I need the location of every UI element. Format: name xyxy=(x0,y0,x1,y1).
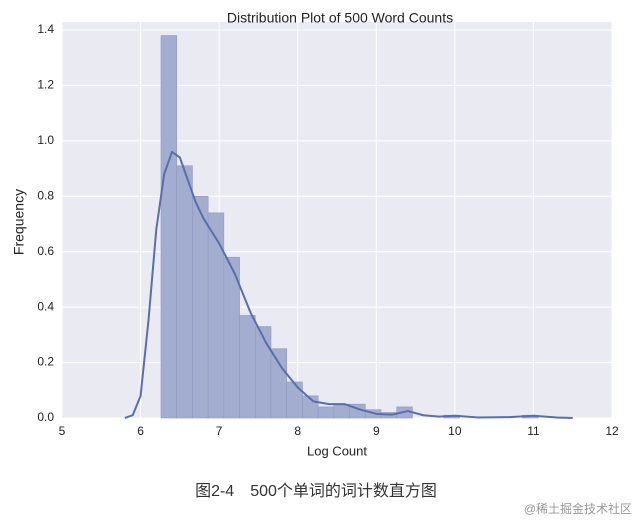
y-tick-label: 0.8 xyxy=(37,188,54,202)
bar xyxy=(270,348,288,419)
x-tick-label: 7 xyxy=(216,424,223,438)
bar xyxy=(239,315,256,419)
chart-title: Distribution Plot of 500 Word Counts xyxy=(227,10,453,26)
x-axis-label: Log Count xyxy=(307,443,367,458)
bar xyxy=(207,212,225,419)
bar xyxy=(176,165,193,419)
bar xyxy=(286,381,303,419)
bar xyxy=(192,195,209,419)
y-tick-label: 0.2 xyxy=(37,355,54,369)
bar xyxy=(317,406,335,419)
x-tick-label: 12 xyxy=(605,424,619,438)
y-tick-label: 1.4 xyxy=(37,22,54,36)
bar xyxy=(333,403,350,419)
x-tick-label: 6 xyxy=(137,424,144,438)
y-axis-label: Frequency xyxy=(11,189,27,255)
watermark: @稀土掘金技术社区 xyxy=(524,501,632,516)
x-tick-label: 5 xyxy=(59,424,66,438)
plot-background xyxy=(62,22,612,418)
x-tick-label: 9 xyxy=(373,424,380,438)
kde-line xyxy=(124,150,573,419)
y-tick-label: 1.0 xyxy=(37,133,54,147)
x-tick-label: 11 xyxy=(527,424,540,438)
x-tick-label: 10 xyxy=(448,424,462,438)
y-tick-label: 0.6 xyxy=(37,244,54,258)
y-tick-label: 1.2 xyxy=(37,78,54,92)
y-tick-label: 0.0 xyxy=(37,410,54,424)
caption: 图2-4 500个单词的词计数直方图 xyxy=(195,482,437,500)
y-tick-label: 0.4 xyxy=(37,299,54,313)
bar xyxy=(254,326,272,419)
bar xyxy=(160,35,178,419)
x-tick-label: 8 xyxy=(294,424,301,438)
